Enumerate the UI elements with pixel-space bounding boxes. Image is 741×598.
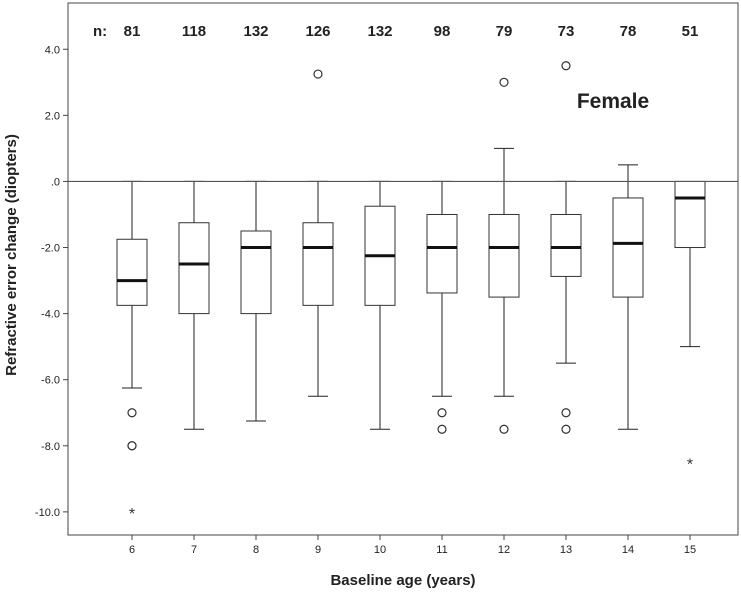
sample-size-prefix: n: [93, 23, 107, 40]
outlier-point [437, 424, 447, 434]
y-tick-label: -8.0 [41, 441, 60, 453]
x-axis-ticks: 6 7 8 9 10 11 12 13 14 15 [129, 535, 696, 556]
box-iqr [240, 230, 272, 315]
sample-size-label: 73 [558, 23, 575, 40]
box-group [550, 61, 582, 434]
plot-frame [67, 2, 739, 536]
outlier-point [127, 441, 137, 451]
extreme-point: * [129, 506, 135, 523]
outlier-point [499, 77, 509, 87]
sample-size-label: 98 [434, 23, 451, 40]
outlier-point [561, 61, 571, 71]
x-tick-label: 15 [684, 544, 696, 556]
x-tick-label: 13 [560, 544, 572, 556]
y-tick-label: -10.0 [35, 507, 60, 519]
box-iqr [550, 213, 582, 277]
x-tick-label: 11 [436, 544, 447, 556]
box-iqr [612, 197, 644, 298]
box-group [178, 180, 210, 430]
y-tick-label: 2.0 [45, 110, 60, 122]
y-tick-label: .0 [51, 176, 60, 188]
sample-size-label: 118 [182, 23, 206, 40]
sample-size-label: 51 [682, 23, 699, 40]
outlier-point [437, 408, 447, 418]
outlier-point [561, 424, 571, 434]
box-group [240, 180, 272, 422]
box-iqr [488, 213, 520, 298]
sample-size-label: 78 [620, 23, 637, 40]
y-axis-ticks: 4.0 2.0 .0 -2.0 -4.0 -6.0 -8.0 -10.0 [35, 44, 68, 519]
box-iqr [674, 180, 706, 249]
extreme-point: * [687, 456, 693, 473]
box-group [488, 77, 520, 434]
sample-size-label: 126 [305, 23, 330, 40]
y-axis-title: Refractive error change (diopters) [3, 134, 20, 376]
outlier-point [313, 69, 323, 79]
box-iqr [116, 238, 148, 306]
box-group: * [674, 180, 706, 473]
box-iqr [426, 213, 458, 294]
x-tick-label: 9 [315, 544, 321, 556]
sample-size-label: 81 [124, 23, 141, 40]
sample-size-label: 132 [367, 23, 392, 40]
outlier-point [561, 408, 571, 418]
y-tick-label: -2.0 [41, 243, 60, 255]
box-group [426, 180, 458, 434]
panel-annotation: Female [577, 90, 649, 113]
y-tick-label: 4.0 [45, 44, 60, 56]
x-tick-label: 7 [191, 544, 197, 556]
x-tick-label: 14 [622, 544, 634, 556]
x-axis-title: Baseline age (years) [330, 572, 475, 589]
y-tick-label: -6.0 [41, 375, 60, 387]
sample-size-label: 132 [243, 23, 268, 40]
outlier-point [499, 424, 509, 434]
box-group: * [116, 180, 148, 523]
box-group [612, 164, 644, 430]
box-iqr [178, 222, 210, 315]
box-series: ** [116, 61, 706, 523]
x-tick-label: 6 [129, 544, 135, 556]
box-group [302, 69, 334, 397]
x-tick-label: 10 [374, 544, 386, 556]
x-tick-label: 8 [253, 544, 259, 556]
box-group [364, 180, 396, 430]
y-tick-label: -4.0 [41, 309, 60, 321]
outlier-point [127, 408, 137, 418]
x-tick-label: 12 [498, 544, 510, 556]
sample-size-labels: 81 118 132 126 132 98 79 73 78 51 [124, 23, 699, 40]
sample-size-label: 79 [496, 23, 513, 40]
box-iqr [302, 222, 334, 306]
